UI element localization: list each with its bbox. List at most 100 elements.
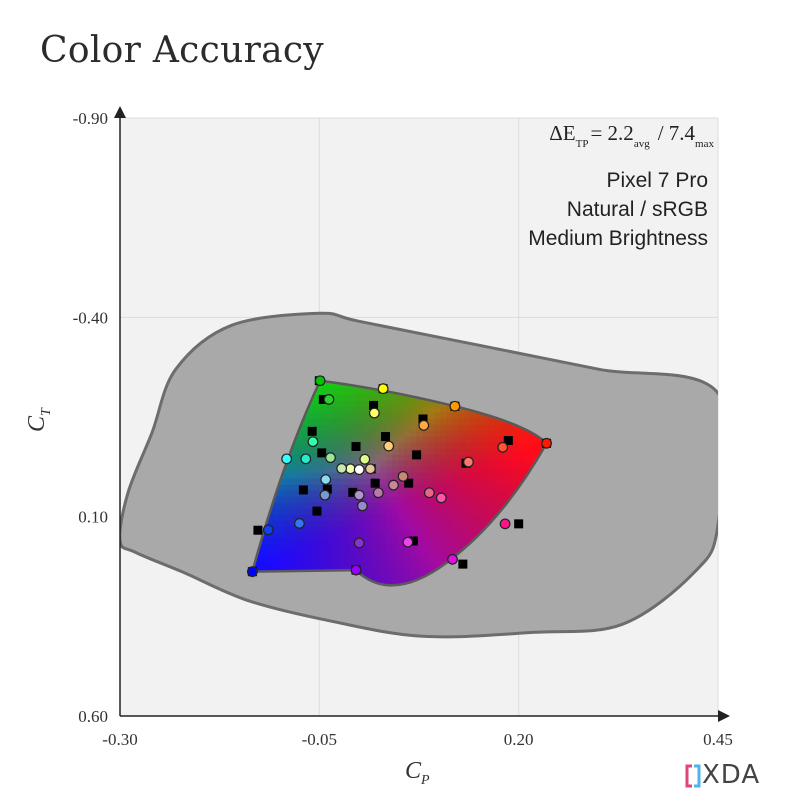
gamut-fill-cell: [332, 436, 339, 444]
gamut-fill-cell: [320, 442, 327, 450]
gamut-fill-cell: [314, 502, 321, 510]
gamut-fill-cell: [386, 454, 393, 462]
gamut-fill-cell: [524, 430, 531, 438]
gamut-fill-cell: [404, 568, 411, 576]
gamut-fill-cell: [494, 484, 501, 492]
measured-point: [397, 471, 409, 482]
gamut-fill-cell: [326, 448, 333, 456]
gamut-fill-cell: [410, 466, 417, 474]
gamut-fill-cell: [416, 436, 423, 444]
gamut-fill-cell: [278, 550, 285, 558]
gamut-fill-cell: [344, 478, 351, 486]
measured-point: [300, 453, 312, 465]
gamut-fill-cell: [452, 508, 459, 516]
gamut-fill-cell: [470, 532, 477, 540]
gamut-fill-cell: [290, 496, 297, 504]
gamut-fill-cell: [434, 520, 441, 528]
gamut-fill-cell: [308, 418, 315, 426]
gamut-fill-cell: [320, 466, 327, 474]
gamut-fill-cell: [374, 466, 381, 474]
gamut-fill-cell: [296, 514, 303, 522]
delta-e-annotation: ΔETP= 2.2avg/ 7.4max: [549, 121, 714, 150]
gamut-fill-cell: [386, 406, 393, 414]
gamut-fill-cell: [482, 490, 489, 498]
gamut-fill-cell: [488, 484, 495, 492]
gamut-fill-cell: [302, 526, 309, 534]
gamut-fill-cell: [410, 424, 417, 432]
gamut-fill-cell: [410, 412, 417, 420]
gamut-fill-cell: [362, 496, 369, 504]
gamut-fill-cell: [422, 496, 429, 504]
gamut-fill-cell: [434, 436, 441, 444]
gamut-fill-cell: [392, 532, 399, 540]
gamut-fill-cell: [314, 520, 321, 528]
gamut-fill-cell: [332, 544, 339, 552]
gamut-fill-cell: [326, 418, 333, 426]
gamut-fill-cell: [512, 454, 519, 462]
gamut-fill-cell: [296, 460, 303, 468]
gamut-fill-cell: [302, 448, 309, 456]
xda-logo: XDA: [684, 760, 788, 790]
measured-point: [383, 440, 395, 452]
gamut-fill-cell: [386, 556, 393, 564]
gamut-fill-cell: [314, 424, 321, 432]
gamut-fill-cell: [314, 490, 321, 498]
gamut-fill-cell: [332, 520, 339, 528]
gamut-fill-cell: [344, 448, 351, 456]
gamut-fill-cell: [374, 532, 381, 540]
gamut-fill-cell: [452, 550, 459, 558]
gamut-fill-cell: [362, 400, 369, 408]
gamut-fill-cell: [404, 490, 411, 498]
measured-point: [319, 489, 331, 501]
gamut-fill-cell: [380, 418, 387, 426]
gamut-fill-cell: [464, 478, 471, 486]
measured-point: [497, 441, 509, 453]
gamut-fill-cell: [368, 418, 375, 426]
gamut-fill-cell: [344, 490, 351, 498]
gamut-fill-cell: [482, 430, 489, 438]
gamut-fill-cell: [446, 466, 453, 474]
gamut-fill-cell: [392, 418, 399, 426]
gamut-fill-cell: [512, 448, 519, 456]
gamut-fill-cell: [296, 472, 303, 480]
gamut-fill-cell: [302, 562, 309, 570]
measured-point: [423, 487, 435, 499]
gamut-fill-cell: [272, 496, 279, 504]
gamut-fill-cell: [416, 568, 423, 576]
gamut-fill-cell: [488, 436, 495, 444]
gamut-fill-cell: [440, 520, 447, 528]
gamut-fill-cell: [446, 520, 453, 528]
gamut-fill-cell: [410, 400, 417, 408]
gamut-fill-cell: [296, 550, 303, 558]
gamut-fill-cell: [380, 466, 387, 474]
gamut-fill-cell: [404, 442, 411, 450]
gamut-fill-cell: [260, 550, 267, 558]
gamut-fill-cell: [362, 508, 369, 516]
gamut-fill-cell: [422, 406, 429, 414]
gamut-fill-cell: [350, 424, 357, 432]
gamut-fill-cell: [290, 514, 297, 522]
gamut-fill-cell: [440, 484, 447, 492]
gamut-fill-cell: [296, 502, 303, 510]
gamut-fill-cell: [374, 556, 381, 564]
gamut-fill-cell: [416, 496, 423, 504]
gamut-fill-cell: [386, 538, 393, 546]
gamut-fill-cell: [368, 472, 375, 480]
gamut-fill-cell: [296, 466, 303, 474]
gamut-fill-cell: [494, 472, 501, 480]
gamut-fill-cell: [272, 538, 279, 546]
gamut-fill-cell: [506, 472, 513, 480]
gamut-fill-cell: [458, 520, 465, 528]
gamut-fill-cell: [446, 544, 453, 552]
gamut-fill-cell: [482, 508, 489, 516]
gamut-fill-cell: [434, 538, 441, 546]
gamut-fill-cell: [410, 574, 417, 582]
gamut-fill-cell: [296, 478, 303, 486]
gamut-fill-cell: [350, 406, 357, 414]
gamut-fill-cell: [368, 574, 375, 582]
gamut-fill-cell: [308, 484, 315, 492]
gamut-fill-cell: [338, 448, 345, 456]
gamut-fill-cell: [464, 490, 471, 498]
gamut-fill-cell: [416, 562, 423, 570]
gamut-fill-cell: [386, 550, 393, 558]
